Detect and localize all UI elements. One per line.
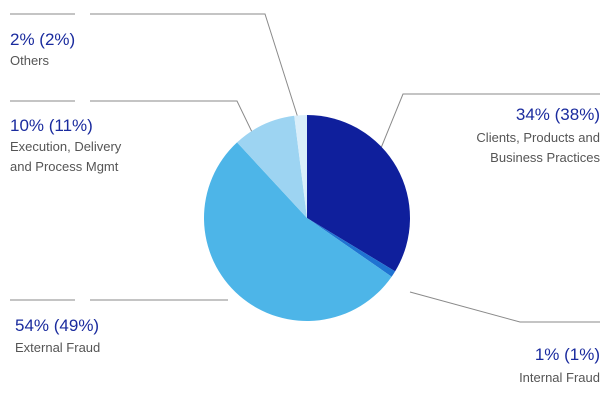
pie-slice	[307, 115, 410, 272]
slice-label: 1% (1%)	[534, 345, 600, 364]
category-label: Internal Fraud	[519, 370, 600, 385]
pie-slice	[307, 218, 396, 277]
pie	[204, 115, 410, 321]
category-label: External Fraud	[15, 340, 101, 355]
pie-slice	[204, 142, 392, 321]
slice-label: 54% (49%)	[15, 316, 100, 335]
slice-label: 10% (11%)	[10, 116, 93, 135]
pie-slice	[237, 115, 307, 218]
slice-label: 34% (38%)	[515, 105, 600, 124]
category-label: Others	[10, 53, 50, 68]
leader-lines	[10, 13, 600, 323]
category-label: Clients, Products and Business Practices	[476, 130, 600, 165]
category-label: Execution, Delivery and Process Mgmt	[10, 139, 122, 174]
slice-label: 2% (2%)	[10, 30, 76, 49]
pie-slice	[294, 115, 307, 218]
